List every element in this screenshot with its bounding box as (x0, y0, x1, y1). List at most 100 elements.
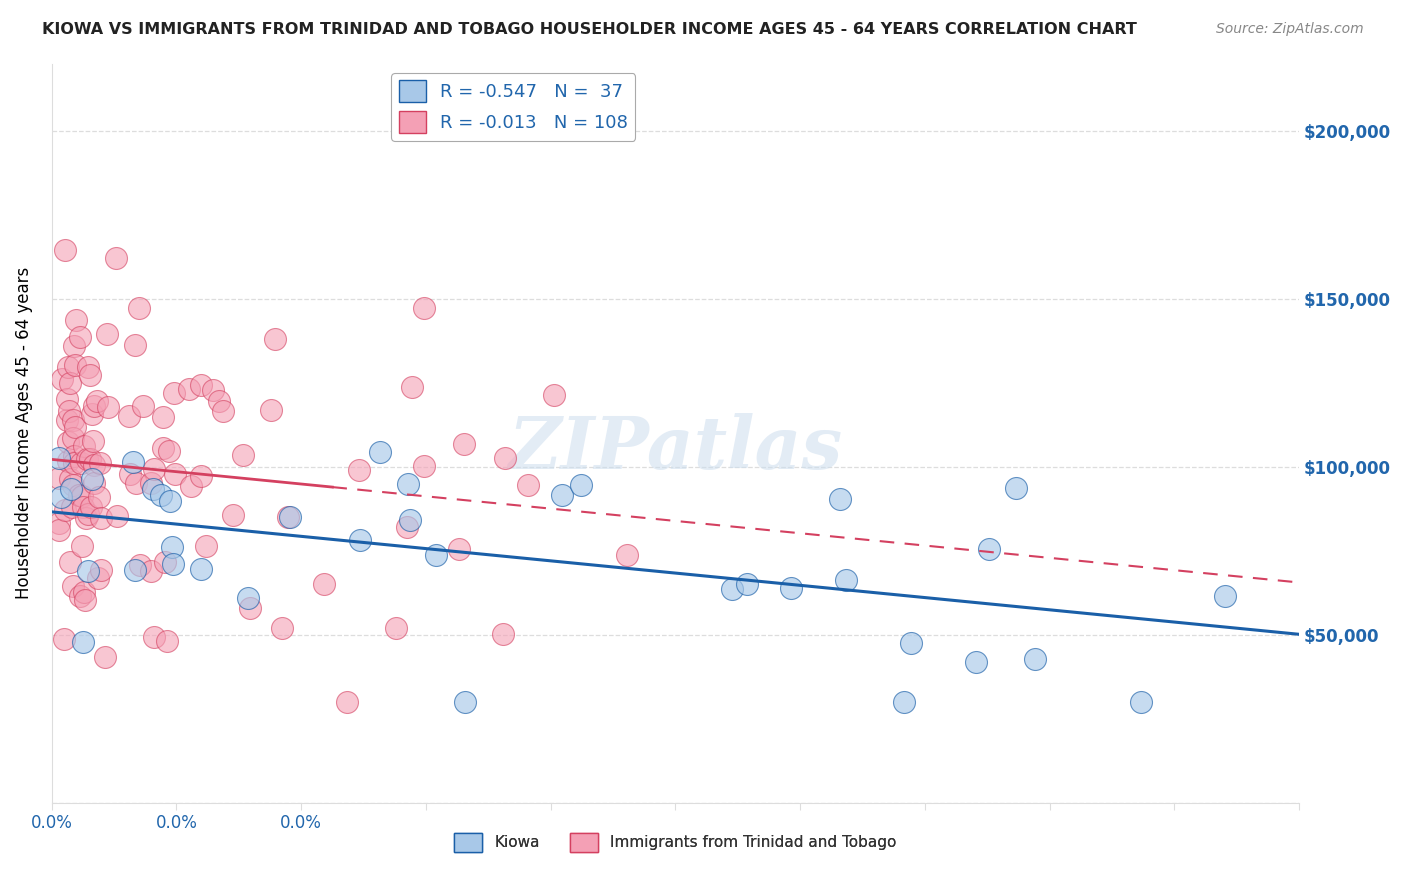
Point (53, 244, 76, 258)
Point (58, 403, 80, 417)
Text: ZIPatlas: ZIPatlas (509, 413, 842, 483)
Point (72, 634, 94, 648)
Point (347, 463, 370, 477)
Point (105, 252, 128, 266)
Point (162, 557, 184, 571)
Point (454, 695, 477, 709)
Point (63, 359, 86, 373)
Point (236, 591, 259, 606)
Point (517, 478, 540, 492)
Point (395, 520, 418, 534)
Point (59, 555, 82, 569)
Point (900, 636, 922, 650)
Point (56, 392, 79, 407)
Point (1213, 589, 1236, 603)
Point (139, 564, 162, 578)
Point (453, 437, 475, 451)
Point (163, 386, 186, 401)
Point (142, 461, 165, 475)
Point (263, 332, 285, 346)
Point (94, 650, 117, 665)
Point (124, 563, 146, 577)
Point (132, 400, 155, 414)
Point (49, 490, 72, 504)
Point (121, 455, 143, 469)
Point (118, 467, 141, 482)
Point (232, 448, 254, 462)
Point (77, 507, 100, 521)
Y-axis label: Householder Income Ages 45 - 64 years: Householder Income Ages 45 - 64 years (15, 268, 32, 599)
Point (62, 412, 84, 426)
Point (260, 403, 283, 417)
Point (63, 339, 86, 353)
Point (160, 540, 183, 554)
Point (51, 371, 73, 385)
Point (48, 450, 70, 465)
Point (105, 508, 128, 523)
Text: KIOWA VS IMMIGRANTS FROM TRINIDAD AND TOBAGO HOUSEHOLDER INCOME AGES 45 - 64 YEA: KIOWA VS IMMIGRANTS FROM TRINIDAD AND TO… (42, 22, 1137, 37)
Point (177, 382, 200, 396)
Point (399, 513, 422, 527)
Point (96, 326, 118, 341)
Point (77, 360, 100, 375)
Point (208, 394, 231, 409)
Point (212, 404, 235, 418)
Point (368, 444, 391, 458)
Point (569, 478, 592, 492)
Point (82, 434, 104, 449)
Point (202, 383, 225, 397)
Point (82, 407, 104, 421)
Point (118, 409, 141, 423)
Point (336, 695, 359, 709)
Point (80, 472, 103, 486)
Legend: Kiowa, Immigrants from Trinidad and Tobago: Kiowa, Immigrants from Trinidad and Toba… (449, 827, 903, 858)
Point (1130, 695, 1153, 709)
Point (550, 488, 572, 502)
Point (63, 420, 86, 434)
Point (128, 301, 150, 315)
Point (385, 621, 408, 635)
Point (893, 695, 915, 709)
Point (69, 457, 91, 471)
Point (75, 593, 97, 607)
Point (67, 488, 90, 502)
Point (55, 413, 77, 427)
Point (87, 491, 110, 505)
Point (425, 548, 447, 562)
Point (1004, 482, 1026, 496)
Point (48, 471, 70, 485)
Point (83, 458, 105, 473)
Point (69, 589, 91, 603)
Point (53, 503, 76, 517)
Point (48, 523, 70, 537)
Point (125, 476, 148, 491)
Point (543, 387, 565, 401)
Point (349, 533, 371, 548)
Point (76, 565, 98, 579)
Point (90, 511, 112, 525)
Point (239, 601, 262, 615)
Point (180, 479, 202, 493)
Point (83, 399, 105, 413)
Point (143, 630, 166, 644)
Point (152, 409, 174, 424)
Point (277, 509, 299, 524)
Point (87, 571, 110, 585)
Point (835, 573, 858, 587)
Point (59, 472, 82, 486)
Point (75, 511, 97, 525)
Point (312, 577, 335, 591)
Point (396, 476, 419, 491)
Point (271, 621, 294, 635)
Point (70, 539, 93, 553)
Point (965, 655, 987, 669)
Point (153, 556, 176, 570)
Point (62, 477, 84, 491)
Point (129, 558, 152, 572)
Point (62, 579, 84, 593)
Point (76, 452, 98, 467)
Point (48, 516, 70, 530)
Point (83, 475, 105, 490)
Point (79, 368, 101, 382)
Point (80, 500, 103, 514)
